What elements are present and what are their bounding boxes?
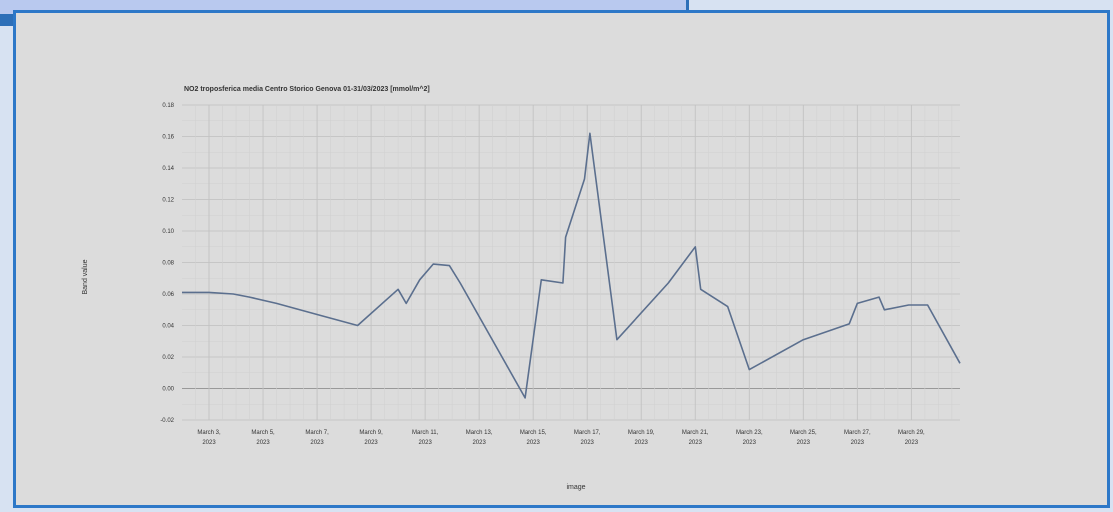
x-tick-label: 2023 — [797, 440, 811, 446]
x-tick-label: March 27, — [844, 430, 871, 436]
chart-panel: 0.18 0.16 0.14 0.12 0.10 0.08 0.06 0.04 0.02 0.00… — [13, 10, 1110, 508]
x-tick-label: March 7, — [305, 430, 329, 436]
y-tick-label: -0.02 — [160, 418, 174, 424]
x-tick-label: 2023 — [581, 440, 595, 446]
background-accent — [0, 14, 16, 26]
x-tick-label: 2023 — [851, 440, 865, 446]
x-tick-label: 2023 — [905, 440, 919, 446]
y-tick-label: 0.04 — [162, 324, 174, 330]
x-tick-label: March 25, — [790, 430, 817, 436]
x-tick-label: March 11, — [412, 430, 439, 436]
x-tick-label: 2023 — [256, 440, 270, 446]
x-axis-label: image — [566, 484, 585, 491]
y-tick-label: 0.14 — [162, 166, 174, 172]
y-tick-label: 0.06 — [162, 292, 174, 298]
x-tick-label: March 15, — [520, 430, 547, 436]
x-tick-label: March 17, — [574, 430, 601, 436]
series — [182, 132, 961, 399]
series-line — [182, 132, 961, 399]
x-tick-label: March 9, — [359, 430, 383, 436]
y-tick-label: 0.00 — [162, 387, 174, 393]
y-axis-label: Band value — [82, 259, 89, 294]
y-tick-label: 0.18 — [162, 103, 174, 109]
grid — [182, 104, 960, 421]
x-tick-label: March 21, — [682, 430, 709, 436]
x-tick-label: 2023 — [689, 440, 703, 446]
x-tick-label: 2023 — [418, 440, 432, 446]
x-tick-label: 2023 — [635, 440, 649, 446]
chart-title: NO2 troposferica media Centro Storico Ge… — [184, 85, 430, 93]
y-tick-label: 0.10 — [162, 229, 174, 235]
chart-svg: 0.18 0.16 0.14 0.12 0.10 0.08 0.06 0.04 0.02 0.00… — [82, 85, 961, 491]
x-tick-label: March 19, — [628, 430, 655, 436]
x-tick-label: March 29, — [898, 430, 925, 436]
tick-labels: 0.18 0.16 0.14 0.12 0.10 0.08 0.06 0.04 0.02 0.00… — [160, 103, 925, 446]
y-tick-label: 0.08 — [162, 261, 174, 267]
x-tick-label: March 3, — [197, 430, 221, 436]
x-tick-label: March 23, — [736, 430, 763, 436]
y-tick-label: 0.12 — [162, 198, 174, 204]
x-tick-label: 2023 — [364, 440, 378, 446]
x-tick-label: 2023 — [527, 440, 541, 446]
y-tick-label: 0.02 — [162, 355, 174, 361]
x-tick-label: 2023 — [202, 440, 216, 446]
x-tick-label: March 13, — [466, 430, 493, 436]
y-tick-label: 0.16 — [162, 135, 174, 141]
x-tick-label: 2023 — [310, 440, 324, 446]
x-tick-label: March 5, — [251, 430, 275, 436]
x-tick-label: 2023 — [472, 440, 486, 446]
x-tick-label: 2023 — [743, 440, 757, 446]
